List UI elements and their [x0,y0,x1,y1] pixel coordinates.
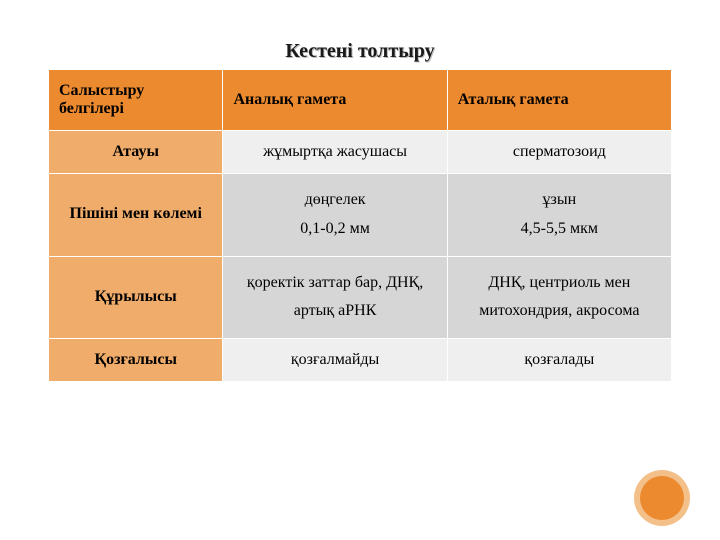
cell: жұмыртқа жасушасы [223,131,447,174]
table-row: Атауы жұмыртқа жасушасы сперматозоид [49,131,672,174]
row-label: Атауы [49,131,223,174]
page-title: Кестені толтыру [48,40,672,63]
decorative-circle-icon [640,476,684,520]
cell: қозғалмайды [223,339,447,382]
row-label: Пішіні мен көлемі [49,174,223,257]
table-row: Қозғалысы қозғалмайды қозғалады [49,339,672,382]
cell: дөңгелек0,1-0,2 мм [223,174,447,257]
cell: ұзын4,5-5,5 мкм [447,174,671,257]
cell: қозғалады [447,339,671,382]
cell: сперматозоид [447,131,671,174]
row-label: Қозғалысы [49,339,223,382]
comparison-table: Салыстыру белгілері Аналық гамета Аталық… [48,69,672,382]
cell: ДНҚ, центриоль мен митохондрия, акросома [447,256,671,339]
table-row: Құрылысы қоректік заттар бар, ДНҚ, артық… [49,256,672,339]
table-row: Пішіні мен көлемі дөңгелек0,1-0,2 мм ұзы… [49,174,672,257]
row-label: Құрылысы [49,256,223,339]
table-header-row: Салыстыру белгілері Аналық гамета Аталық… [49,70,672,131]
col-header-1: Аналық гамета [223,70,447,131]
col-header-2: Аталық гамета [447,70,671,131]
col-header-0: Салыстыру белгілері [49,70,223,131]
cell: қоректік заттар бар, ДНҚ, артық аРНК [223,256,447,339]
